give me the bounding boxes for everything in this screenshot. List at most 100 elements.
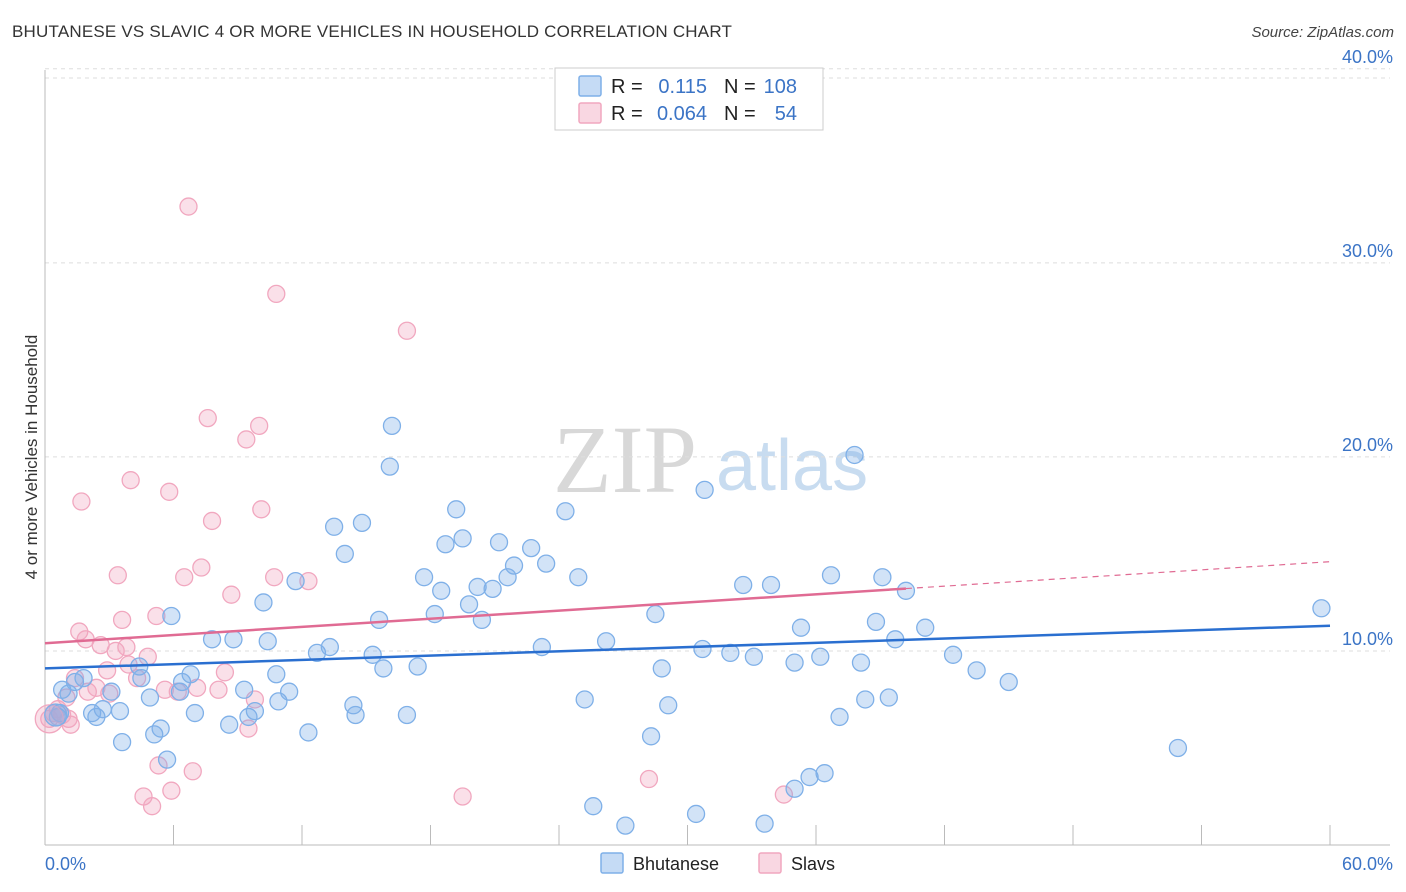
point-slavs: [72, 492, 91, 511]
point-slavs: [183, 762, 202, 781]
point-slavs: [108, 566, 127, 585]
point-bhutanese: [879, 688, 898, 707]
legend-r-value-slavs: 0.064: [657, 103, 707, 125]
point-bhutanese: [537, 554, 556, 573]
point-bhutanese: [851, 653, 871, 672]
point-bhutanese: [220, 715, 239, 734]
point-bhutanese: [374, 659, 393, 678]
point-bhutanese: [267, 665, 286, 684]
point-bhutanese: [408, 657, 427, 676]
point-bhutanese: [352, 513, 372, 533]
point-slavs: [160, 482, 179, 501]
point-bhutanese: [320, 637, 339, 657]
point-slavs: [175, 568, 194, 587]
point-bhutanese: [575, 690, 594, 709]
point-bhutanese: [380, 457, 399, 476]
point-slavs: [267, 284, 286, 304]
point-bhutanese: [279, 682, 299, 701]
bottom-legend-label-slavs: Slavs: [791, 854, 835, 874]
point-bhutanese: [522, 538, 541, 558]
point-slavs: [265, 568, 284, 587]
point-slavs: [202, 511, 222, 531]
point-bhutanese: [324, 517, 344, 536]
point-bhutanese: [363, 645, 382, 664]
point-bhutanese: [896, 581, 916, 600]
chart-title: BHUTANESE VS SLAVIC 4 OR MORE VEHICLES I…: [12, 22, 733, 41]
point-bhutanese: [693, 639, 712, 659]
point-bhutanese: [459, 595, 479, 614]
point-bhutanese: [815, 764, 834, 783]
point-bhutanese: [1168, 738, 1188, 758]
trend-line-dashed-slavs: [905, 561, 1331, 590]
point-bhutanese: [856, 690, 875, 709]
stats-legend: R = 0.115 N = 108 R = 0.064 N = 54: [554, 67, 824, 131]
trend-lines: [44, 561, 1331, 670]
point-bhutanese: [652, 659, 671, 678]
point-slavs: [112, 610, 132, 630]
point-bhutanese: [335, 544, 354, 564]
legend-swatch-bhutanese: [578, 75, 602, 97]
point-bhutanese: [761, 575, 781, 595]
point-slavs: [774, 785, 794, 804]
point-slavs: [78, 682, 97, 701]
point-bhutanese: [202, 630, 222, 649]
point-bhutanese: [755, 814, 774, 833]
point-bhutanese: [659, 696, 678, 715]
point-bhutanese: [181, 665, 200, 684]
point-slavs: [215, 663, 235, 682]
trend-line-slavs: [44, 587, 907, 645]
bottom-legend-swatch-bhutanese: [600, 852, 624, 874]
point-bhutanese: [596, 632, 616, 651]
point-bhutanese: [866, 612, 886, 631]
point-bhutanese: [686, 804, 706, 824]
point-bhutanese: [397, 705, 417, 725]
y-axis-label: 4 or more Vehicles in Household: [22, 335, 41, 580]
point-bhutanese: [93, 700, 112, 719]
point-bhutanese: [286, 571, 305, 591]
point-bhutanese: [800, 767, 819, 787]
point-slavs: [198, 408, 217, 428]
point-bhutanese: [157, 750, 177, 769]
legend-r-label-slavs: R =: [611, 103, 643, 125]
point-bhutanese: [436, 535, 455, 554]
point-slavs: [179, 197, 198, 216]
legend-swatch-slavs: [578, 102, 602, 124]
legend-n-value-bhutanese: 108: [764, 76, 797, 98]
point-bhutanese: [110, 701, 130, 721]
point-bhutanese: [65, 672, 85, 692]
legend-r-value-bhutanese: 0.115: [658, 76, 707, 98]
point-bhutanese: [999, 672, 1018, 692]
point-bhutanese: [943, 645, 963, 664]
point-bhutanese: [967, 661, 986, 680]
point-bhutanese: [734, 575, 753, 595]
point-bhutanese: [616, 816, 635, 835]
point-slavs: [162, 781, 181, 800]
point-slavs: [142, 797, 162, 816]
point-slavs: [299, 571, 318, 591]
point-bhutanese: [744, 647, 764, 666]
point-slavs: [209, 680, 228, 699]
point-bhutanese: [721, 643, 740, 663]
series-legend: Bhutanese Slavs: [600, 852, 835, 874]
point-bhutanese: [185, 703, 205, 723]
y-tick-label: 30.0%: [1342, 241, 1393, 261]
point-slavs: [106, 641, 125, 661]
y-tick-label: 40.0%: [1342, 47, 1393, 67]
point-bhutanese: [140, 688, 160, 707]
point-bhutanese: [584, 797, 603, 816]
point-bhutanese: [468, 577, 487, 597]
point-bhutanese: [830, 707, 849, 727]
x-tick-label: 60.0%: [1342, 854, 1393, 874]
point-bhutanese: [483, 579, 502, 599]
point-bhutanese: [1312, 599, 1331, 618]
point-bhutanese: [112, 733, 132, 752]
bottom-legend-label-bhutanese: Bhutanese: [633, 854, 719, 874]
point-slavs: [121, 471, 140, 490]
point-slavs: [127, 668, 147, 688]
point-slavs: [252, 500, 271, 519]
point-bhutanese: [646, 604, 665, 624]
point-bhutanese: [845, 445, 864, 465]
y-tick-labels: 10.0% 20.0% 30.0% 40.0%: [1342, 47, 1393, 649]
y-tick-label: 10.0%: [1342, 629, 1393, 649]
point-bhutanese: [74, 668, 93, 688]
